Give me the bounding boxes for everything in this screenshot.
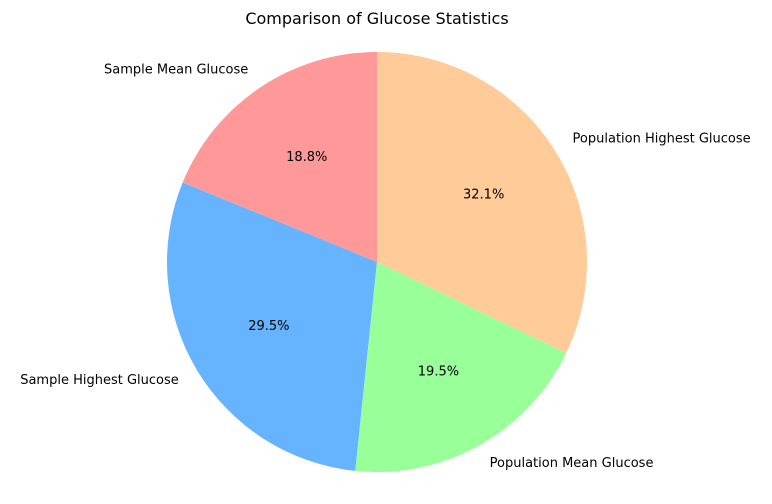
slice-label-sample-highest-glucose: Sample Highest Glucose [20,373,179,388]
pct-label-population-highest-glucose: 32.1% [463,187,504,202]
chart-title: Comparison of Glucose Statistics [245,9,508,28]
pct-label-sample-mean-glucose: 18.8% [286,150,327,165]
pie-slice-sample-mean-glucose [182,52,377,262]
slice-label-sample-mean-glucose: Sample Mean Glucose [104,63,248,78]
pct-label-population-mean-glucose: 19.5% [418,365,459,380]
slice-label-population-highest-glucose: Population Highest Glucose [573,132,751,147]
pie-slice-population-mean-glucose [355,262,567,472]
pie-labels: Sample Mean Glucose 18.8% Sample Highest G… [20,63,750,471]
pie-slice-sample-highest-glucose [167,182,377,471]
slice-label-population-mean-glucose: Population Mean Glucose [490,456,654,471]
pie-slices [167,52,587,472]
pie-slice-population-highest-glucose [377,52,587,353]
pct-label-sample-highest-glucose: 29.5% [248,319,289,334]
